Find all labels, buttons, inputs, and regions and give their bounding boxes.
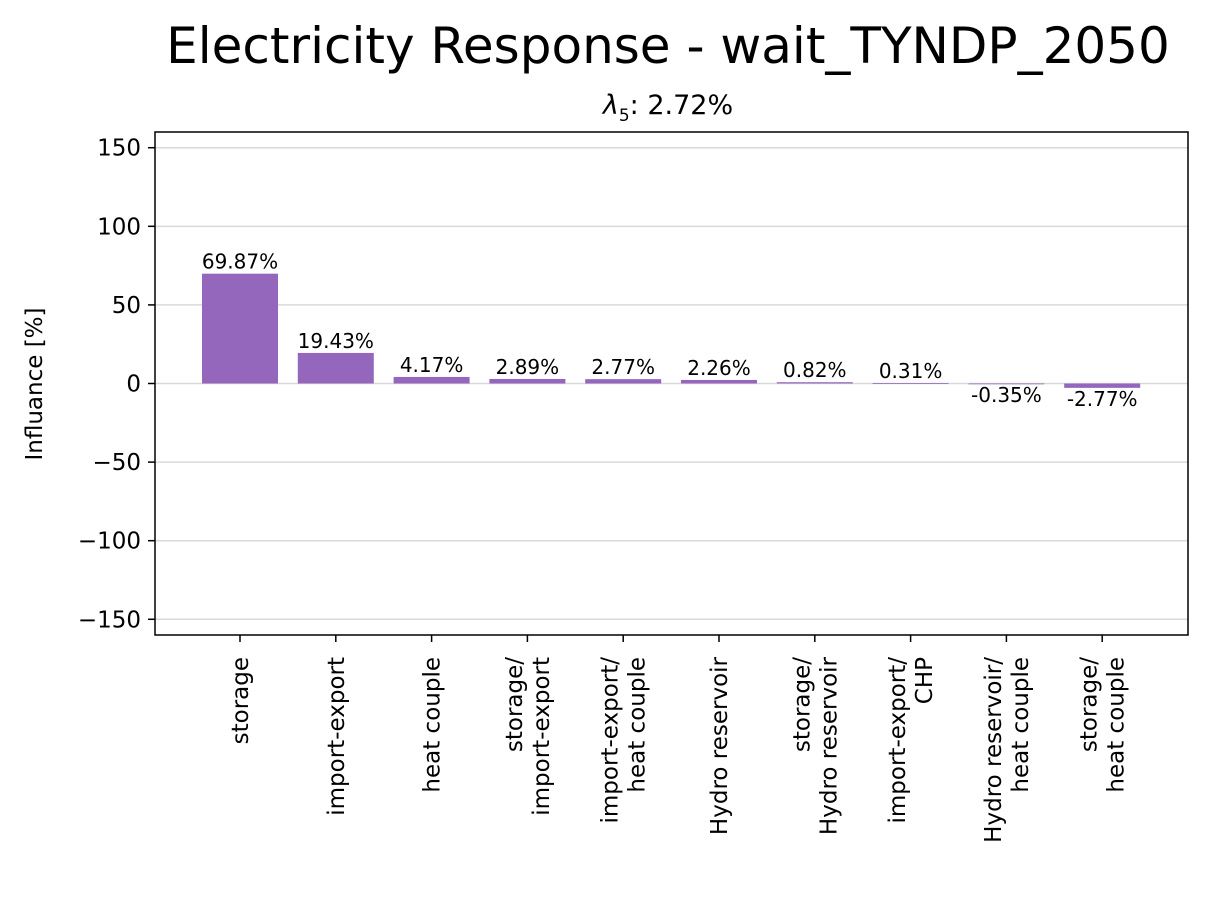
data-label: 19.43% [298, 329, 374, 353]
x-tick-label: storage [228, 657, 254, 744]
data-label: 2.26% [687, 356, 751, 380]
bar [202, 273, 278, 384]
y-tick-label: −100 [78, 529, 141, 555]
bar [776, 382, 853, 384]
bars [202, 273, 1141, 388]
data-labels: 69.87% 19.43% 4.17% 2.89% 2.77% 2.26% 0.82% 0.3… [202, 250, 1138, 411]
y-axis-ticks: 150 100 50 0 −50 −100 −150 [78, 136, 155, 633]
x-tick-label: import-export [324, 657, 350, 816]
y-tick-label: 150 [97, 136, 141, 162]
data-label: 0.82% [783, 358, 847, 382]
data-label: -2.77% [1067, 387, 1138, 411]
x-tick-label: Hydro reservoir/heat couple [981, 657, 1034, 843]
bar [968, 383, 1045, 385]
data-label: 2.77% [591, 355, 655, 379]
x-tick-label: Hydro reservoir [707, 656, 733, 835]
plot-frame [154, 131, 1189, 636]
bar [489, 378, 566, 384]
bar [1064, 383, 1141, 388]
x-axis-ticks: storage import-export heat couple storage/i… [228, 635, 1130, 843]
x-tick-label: import-export/CHP [885, 657, 938, 824]
bar [585, 379, 662, 384]
chart-title: Electricity Response - wait_TYNDP_2050 [166, 17, 1170, 75]
data-label: 69.87% [202, 250, 278, 274]
y-tick-label: −50 [92, 450, 141, 476]
y-tick-label: 50 [112, 293, 141, 319]
y-tick-label: 100 [97, 214, 141, 240]
y-tick-label: −150 [78, 607, 141, 633]
x-tick-label: storage/Hydro reservoir [789, 656, 842, 835]
x-tick-label: storage/heat couple [1077, 657, 1130, 793]
bar [681, 379, 757, 384]
x-tick-label: storage/import-export [502, 657, 555, 816]
bar [297, 352, 374, 384]
x-tick-label: heat couple [420, 657, 446, 793]
chart-subtitle: λ5: 2.72% [601, 90, 733, 126]
bar [872, 383, 949, 384]
y-tick-label: 0 [126, 372, 141, 398]
y-axis-label: Influance [%] [22, 307, 48, 460]
data-label: 4.17% [400, 353, 464, 377]
data-label: 0.31% [879, 359, 943, 383]
x-tick-label: import-export/heat couple [598, 657, 651, 824]
bar [393, 376, 470, 384]
data-label: -0.35% [971, 383, 1042, 407]
data-label: 2.89% [496, 355, 560, 379]
